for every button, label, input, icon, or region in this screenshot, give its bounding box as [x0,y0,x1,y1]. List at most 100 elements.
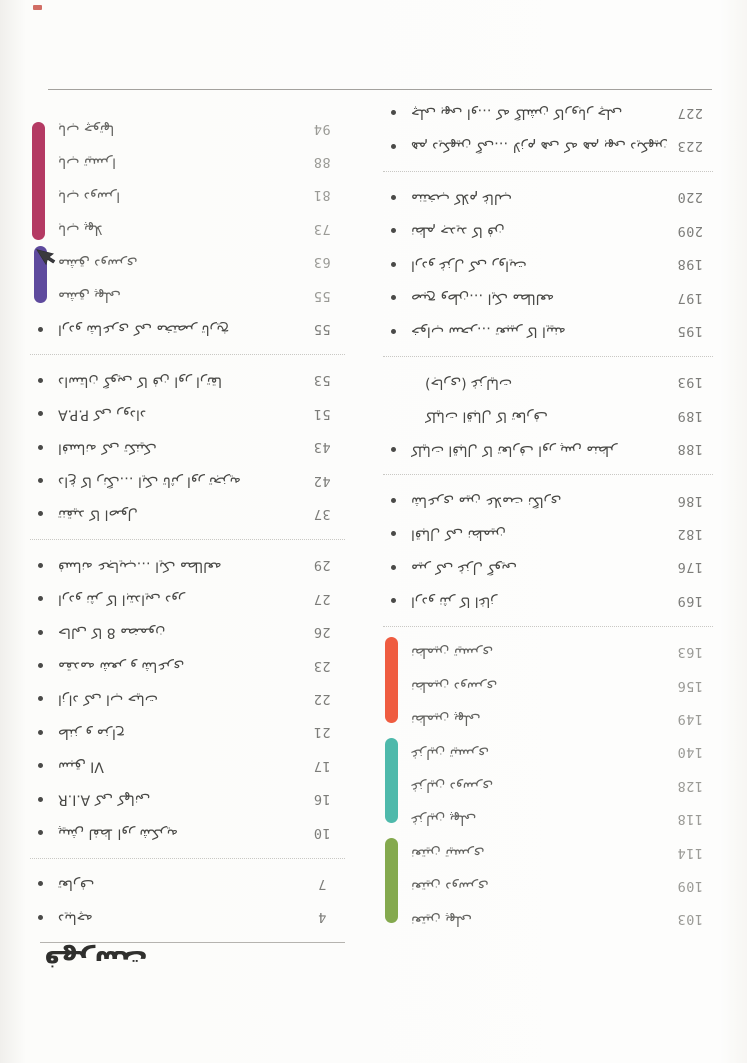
page-number: 37 [313,505,331,522]
toc-entry-title: A.I.R کی کهانی [58,791,151,807]
toc-entry: باب دوسرا 81 [30,179,345,212]
page-number: 81 [313,187,331,204]
toc-entry: نظمین دوسری 156 [383,669,713,702]
toc-entry: خواب سحر… تعبیر کا آیینه 195 [383,314,713,347]
bullet-dot [38,562,43,568]
toc-entry-title: داغ کا رنگ… ایک تاثر اور تجزیه [58,473,241,489]
toc-entry-title: سبق VI [58,758,104,774]
toc-entry: هم دیکهین گی… لازم هی که هم بهی دیکهین 22… [383,129,713,162]
toc-entry-title: باب تیسرا [58,154,117,170]
toc-entry: نعتین دوسری 109 [383,869,713,902]
top-divider [48,89,712,90]
toc-entry-title: افسانه کی تکنیک [58,439,157,455]
bullet-dot [38,478,43,484]
toc-entry: داستان گویی کا فن اور ارتقا 53 [30,364,345,397]
page-number: 16 [313,791,331,808]
mouse-cursor-icon [35,242,62,272]
toc-entry: غزلین تیسری 140 [383,736,713,769]
bullet-dot [391,261,396,267]
toc-entry-title: فسانه عجایب… ایک مطالعه [58,558,222,574]
bullet-dot [391,531,396,537]
toc-entry: تنقید کا اصول 37 [30,497,345,530]
toc-entry-title: نعتین پهلی [411,911,472,927]
page-number: 103 [677,911,703,928]
toc-entry: مشق دوسری 63 [30,246,345,279]
page-number: 140 [677,744,703,761]
toc-entry-title: مشق دوسری [58,254,138,270]
bullet-dot [391,564,396,570]
toc-right-column: چلی بهی آو… که گلشن کاروبار چلی 227 هم دیک… [383,96,713,936]
toc-entry-title: پیش لفظ اور شکریه [58,825,178,841]
page-number: 23 [313,657,331,674]
toc-entry: A.I.R کی کهانی 16 [30,782,345,815]
title-divider [40,942,345,943]
toc-title: فهرست [44,944,147,974]
dotted-separator [30,531,345,549]
toc-entry: غزلین پهلی 118 [383,802,713,835]
toc-entry: اردو غزل کی روایت 198 [383,248,713,281]
toc-entry: پیش لفظ اور شکریه 10 [30,816,345,849]
page-number: 227 [677,104,703,121]
toc-entry: غزلین دوسری 128 [383,769,713,802]
toc-entry: چلی بهی آو… که گلشن کاروبار چلی 227 [383,96,713,129]
page-number: 156 [677,677,703,694]
toc-entry-title: اقبال کی نظمین [411,526,506,542]
toc-entry: مشق پهلی 55 [30,279,345,312]
toc-entry-title: حالی کا 8 مضمون [58,624,166,640]
bullet-dot [38,444,43,450]
bullet-dot [38,696,43,702]
page-number: 198 [677,256,703,273]
separator-line [30,539,345,541]
bullet-dot [38,596,43,602]
page-number: 163 [677,644,703,661]
toc-entry-title: هم دیکهین گی… لازم هی که هم بهی دیکهین [411,138,667,154]
toc-entry: تعارف 7 [30,867,345,900]
page-number: 118 [677,811,703,828]
separator-line [383,356,713,358]
dotted-separator [383,617,713,635]
dotted-separator [383,348,713,366]
section-bar-pink [32,122,45,240]
bullet-dot [38,729,43,735]
toc-entry: دیباچه 4 [30,901,345,934]
page-number: 189 [677,407,703,424]
toc-entry-title: تنقید کا اصول [58,506,138,522]
page-number: 43 [313,439,331,456]
page-number: 149 [677,710,703,727]
page-number: 55 [313,287,331,304]
separator-line [30,354,345,356]
toc-entry: اردو نثر کا آغاز 169 [383,584,713,617]
page-number: 26 [313,624,331,641]
toc-entry: افسانه کی تکنیک 43 [30,431,345,464]
toc-entry-title: اردو غزل کی روایت [411,256,527,272]
toc-entry: فسانه عجایب… ایک مطالعه 29 [30,549,345,582]
toc-entry: P.P.A کی روداد 51 [30,397,345,430]
toc-entry-title: اردو شاعری کی مختصر تاریخ [58,321,230,337]
toc-entry-title: طنز و مزاح [58,725,125,741]
toc-entry: اقبال کی نظمین 182 [383,517,713,550]
toc-entry: منتخب کلام غالب 220 [383,181,713,214]
toc-entry-title: کلیات اقبال کا تعارف [425,408,548,424]
toc-entry: نظم جدید کا فن 209 [383,214,713,247]
page-number: 63 [313,254,331,271]
toc-entry-title: غزلین تیسری [411,745,489,761]
toc-entry-title: چلی بهی آو… که گلشن کاروبار چلی [411,105,623,121]
toc-entry-title: میر کی غزل گویی [411,560,517,576]
page-number: 186 [677,492,703,509]
page-number: 182 [677,525,703,542]
page-number: 109 [677,877,703,894]
page-number: 51 [313,405,331,422]
toc-entry: (جاری) غزلیات 193 [383,366,713,399]
toc-entry-title: کلیات اقبال کا تعارف اور پس منظر [411,441,618,457]
bullet-dot [391,194,396,200]
section-bar-teal [385,738,398,823]
separator-line [383,625,713,627]
toc-entry-title: اردو نثر کا آغاز [411,593,498,609]
page-number: 94 [313,120,331,137]
toc-entry: صبح وطن… ایک مطالعه 197 [383,281,713,314]
toc-entry-title: منتخب کلام غالب [411,190,512,206]
page-number: 27 [313,590,331,607]
toc-entry: نظمین پهلی 149 [383,702,713,735]
page-number: 188 [677,441,703,458]
